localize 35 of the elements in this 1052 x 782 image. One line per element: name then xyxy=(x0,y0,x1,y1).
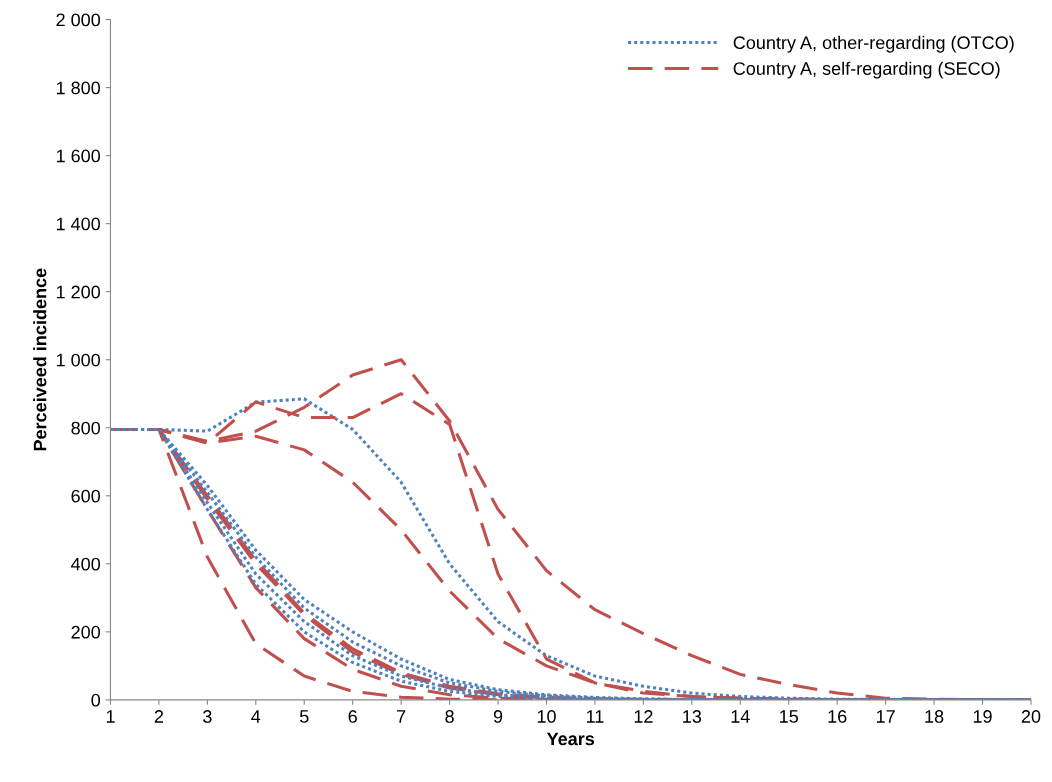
y-tick-label: 1 000 xyxy=(56,353,101,367)
x-tick-label: 15 xyxy=(780,710,799,723)
x-tick-label: 11 xyxy=(586,710,604,723)
x-tick-label: 5 xyxy=(299,710,309,723)
x-tick-label: 16 xyxy=(828,710,847,723)
x-tick-label: 18 xyxy=(925,710,944,723)
y-tick-label: 600 xyxy=(71,489,101,503)
y-tick-label: 1 800 xyxy=(56,81,101,95)
x-tick-label: 1 xyxy=(106,710,115,723)
x-tick-label: 7 xyxy=(397,710,406,723)
x-tick-label: 9 xyxy=(493,710,503,723)
x-tick-label: 13 xyxy=(683,710,702,723)
x-tick-label: 3 xyxy=(203,710,212,723)
y-tick-label: 800 xyxy=(71,421,101,435)
x-tick-label: 2 xyxy=(154,710,164,723)
y-tick-label: 2 000 xyxy=(56,13,101,27)
y-axis-title: Perceiveed incidence xyxy=(33,268,47,451)
x-tick-label: 4 xyxy=(251,710,261,723)
y-tick-label: 1 200 xyxy=(56,285,101,299)
y-tick-label: 400 xyxy=(71,557,101,571)
x-tick-label: 14 xyxy=(731,710,750,723)
y-tick-label: 1 400 xyxy=(56,217,101,231)
legend-label: Country A, self-regarding (SECO) xyxy=(733,61,1000,79)
x-axis-title: Years xyxy=(546,732,595,746)
y-tick-label: 0 xyxy=(91,693,101,707)
x-tick-label: 12 xyxy=(634,710,653,723)
x-tick-label: 8 xyxy=(445,710,454,723)
x-tick-label: 20 xyxy=(1021,710,1041,723)
y-tick-label: 200 xyxy=(71,625,101,639)
x-tick-label: 10 xyxy=(537,710,556,723)
x-tick-label: 19 xyxy=(973,710,992,723)
y-tick-label: 1 600 xyxy=(56,149,101,163)
legend-label: Country A, other-regarding (OTCO) xyxy=(733,35,1014,53)
x-tick-label: 17 xyxy=(876,710,895,723)
x-tick-label: 6 xyxy=(348,710,357,723)
